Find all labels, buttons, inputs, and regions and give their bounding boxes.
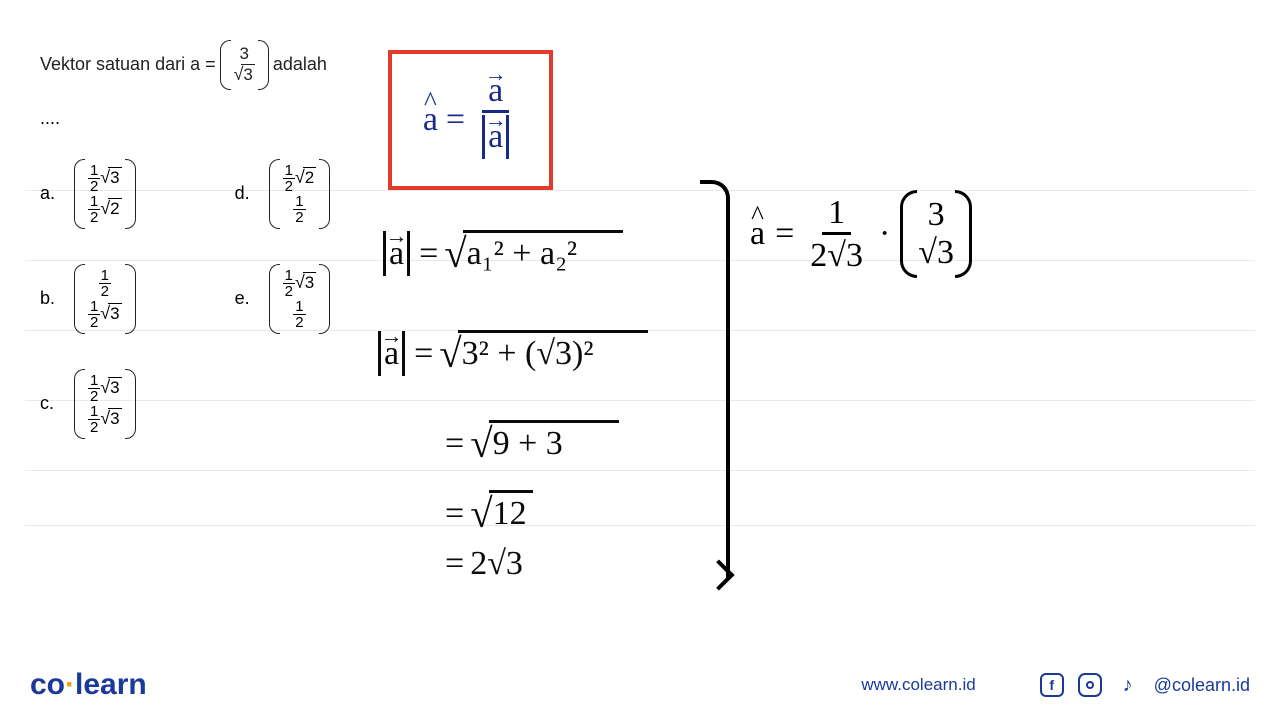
option-c: c. 12√3 12√3 bbox=[40, 369, 140, 439]
option-a: a. 12√3 12√2 bbox=[40, 159, 140, 229]
footer-url: www.colearn.id bbox=[861, 675, 975, 695]
a-hat: a bbox=[423, 101, 438, 139]
footer-handle: @colearn.id bbox=[1154, 675, 1250, 696]
instagram-icon bbox=[1078, 673, 1102, 697]
work-line-1: a = √a₁² + a₂² bbox=[380, 230, 623, 277]
work-line-3: = √9 + 3 bbox=[445, 420, 619, 467]
option-b: b. 12 12√3 bbox=[40, 264, 140, 334]
question-ellipsis: .... bbox=[40, 108, 334, 129]
work-line-5: = 2√3 bbox=[445, 545, 523, 583]
formula-box: a = a a bbox=[388, 50, 553, 190]
vec-bottom: √3 bbox=[234, 64, 255, 85]
question-block: Vektor satuan dari a = 3 √3 adalah .... … bbox=[40, 40, 334, 474]
option-d: d. 12√2 12 bbox=[235, 159, 335, 229]
work-line-2: a = √3² + (√3)² bbox=[375, 330, 648, 377]
logo: co·learn bbox=[30, 668, 147, 702]
question-vector: 3 √3 bbox=[220, 40, 269, 90]
footer: co·learn www.colearn.id f ♪ @colearn.id bbox=[0, 668, 1280, 702]
tiktok-icon: ♪ bbox=[1116, 673, 1140, 697]
options: a. 12√3 12√2 d. 12√2 12 b. 12 12√3 bbox=[40, 159, 334, 439]
question-suffix: adalah bbox=[273, 54, 327, 75]
option-e: e. 12√3 12 bbox=[235, 264, 335, 334]
question-text: Vektor satuan dari a = 3 √3 adalah bbox=[40, 40, 334, 90]
vec-top: 3 bbox=[240, 44, 249, 64]
result-expression: a = 1 2√3 · 3 √3 bbox=[750, 190, 972, 278]
curly-brace bbox=[700, 180, 730, 580]
question-prefix: Vektor satuan dari a = bbox=[40, 54, 216, 75]
facebook-icon: f bbox=[1040, 673, 1064, 697]
work-line-4: = √12 bbox=[445, 490, 533, 537]
